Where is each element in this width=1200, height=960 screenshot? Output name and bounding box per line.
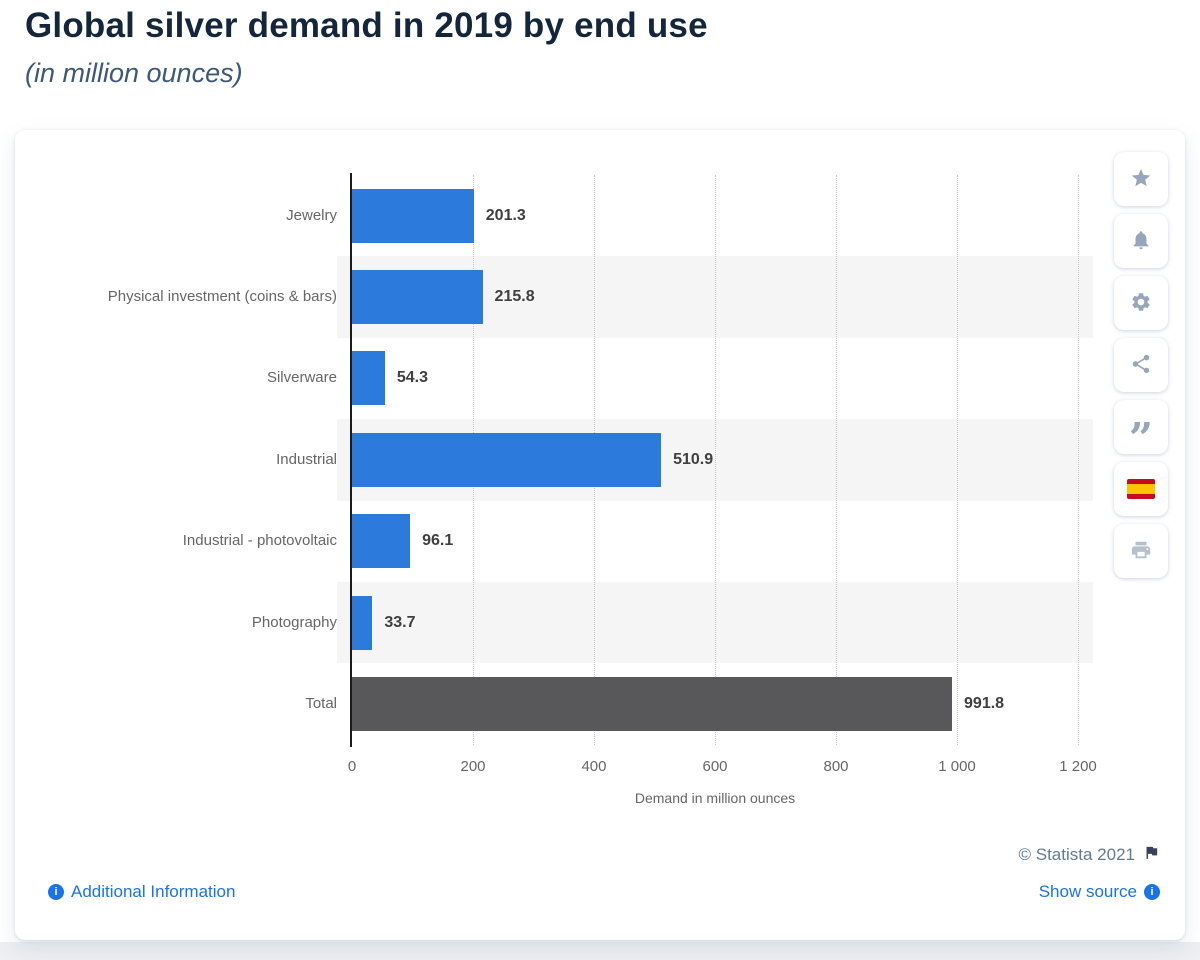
- bar-rows: 201.3 215.8 54.3 510.9 96.1 33.7: [337, 175, 1093, 745]
- value-label: 510.9: [673, 450, 714, 468]
- share-button[interactable]: [1114, 338, 1168, 392]
- bar-row: 991.8: [352, 663, 1078, 744]
- info-icon: [48, 884, 64, 900]
- bar-total[interactable]: [352, 677, 953, 732]
- page-subtitle: (in million ounces): [25, 58, 243, 88]
- value-label: 54.3: [396, 369, 428, 387]
- bar-row: 54.3: [352, 338, 1078, 419]
- additional-information-link[interactable]: Additional Information: [48, 882, 235, 902]
- category-label: Industrial: [276, 450, 337, 468]
- bar-industrial[interactable]: [352, 432, 662, 487]
- share-icon: [1130, 353, 1152, 378]
- spain-flag-icon: [1127, 479, 1155, 499]
- print-button[interactable]: [1114, 524, 1168, 578]
- bar-physical-investment[interactable]: [352, 270, 483, 325]
- gridline: [715, 175, 716, 745]
- additional-information-label: Additional Information: [71, 882, 236, 901]
- value-label: 991.8: [964, 695, 1005, 713]
- page-background-strip: [0, 942, 1200, 960]
- x-axis-title: Demand in million ounces: [634, 790, 796, 806]
- x-axis-ticks: 0 200 400 600 800 1 000 1 200: [348, 758, 1097, 778]
- page-title: Global silver demand in 2019 by end use: [25, 6, 708, 45]
- x-tick: 200: [460, 758, 486, 775]
- show-source-link[interactable]: Show source: [1039, 882, 1160, 902]
- value-label: 201.3: [485, 206, 526, 224]
- category-label: Jewelry: [286, 206, 337, 224]
- x-tick: 600: [702, 758, 728, 775]
- alert-button[interactable]: [1114, 214, 1168, 268]
- copyright-text: © Statista 2021: [1018, 845, 1136, 864]
- copyright: © Statista 2021: [1019, 844, 1161, 866]
- bell-icon: [1130, 229, 1152, 254]
- language-spanish-button[interactable]: [1114, 462, 1168, 516]
- x-tick: 800: [823, 758, 849, 775]
- category-label: Silverware: [266, 369, 337, 387]
- bar-silverware[interactable]: [352, 351, 385, 406]
- cite-button[interactable]: ”: [1114, 400, 1168, 460]
- value-label: 96.1: [422, 532, 454, 550]
- bar-industrial-photovoltaic[interactable]: [352, 514, 411, 569]
- x-tick: 0: [347, 758, 357, 775]
- bar-row: 201.3: [352, 175, 1078, 256]
- flag-icon[interactable]: [1143, 844, 1160, 866]
- bar-jewelry[interactable]: [352, 188, 474, 243]
- show-source-label: Show source: [1038, 882, 1137, 901]
- x-tick: 400: [581, 758, 607, 775]
- info-icon: [1144, 884, 1160, 900]
- settings-button[interactable]: [1114, 276, 1168, 330]
- x-tick: 1 000: [938, 758, 976, 775]
- gridline: [1078, 175, 1079, 745]
- category-label: Photography: [251, 613, 337, 631]
- bar-photography[interactable]: [352, 595, 373, 650]
- gridline: [956, 175, 958, 745]
- y-axis-line: [350, 173, 352, 747]
- value-label: 215.8: [494, 288, 535, 306]
- category-label: Physical investment (coins & bars): [107, 288, 337, 306]
- chart-card: Jewelry Physical investment (coins & bar…: [15, 130, 1185, 940]
- star-icon: [1130, 167, 1152, 192]
- category-label: Industrial - photovoltaic: [182, 532, 337, 550]
- x-tick: 1 200: [1059, 758, 1097, 775]
- printer-icon: [1130, 539, 1152, 564]
- bar-row: 96.1: [352, 501, 1078, 582]
- gear-icon: [1130, 291, 1152, 316]
- favorite-button[interactable]: [1114, 152, 1168, 206]
- chart-toolbar: ”: [1114, 152, 1168, 578]
- gridline: [836, 175, 837, 745]
- value-label: 33.7: [384, 613, 416, 631]
- chart-header: Global silver demand in 2019 by end use …: [25, 6, 708, 89]
- category-label: Total: [305, 695, 337, 713]
- category-axis: Jewelry Physical investment (coins & bar…: [15, 175, 337, 745]
- plot-area: 201.3 215.8 54.3 510.9 96.1 33.7: [337, 173, 1093, 747]
